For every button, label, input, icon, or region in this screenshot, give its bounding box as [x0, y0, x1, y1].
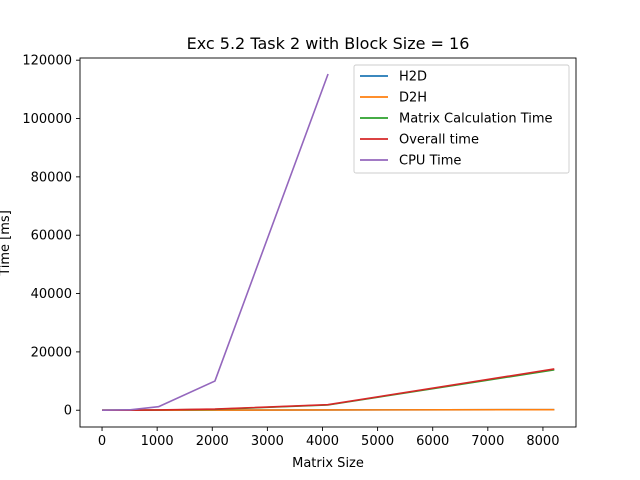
y-tick-label-0: 0 — [64, 404, 72, 419]
series-line-4 — [102, 73, 329, 412]
axes-frame — [79, 57, 577, 428]
y-tick-label-1: 20000 — [31, 345, 72, 360]
legend-label-4: CPU Time — [399, 154, 461, 169]
legend-label-3: Overall time — [399, 133, 479, 148]
y-axis-label: Time [ms] — [0, 210, 13, 277]
x-axis-label: Matrix Size — [292, 456, 364, 471]
legend: H2D D2H Matrix Calculation Time Overall tim… — [353, 64, 570, 174]
legend-label-1: D2H — [399, 91, 427, 106]
chart-title: Exc 5.2 Task 2 with Block Size = 16 — [187, 34, 470, 53]
plot-area: 0 1000 2000 3000 4000 5000 6000 7000 80000200004… — [22, 54, 577, 449]
y-tick-label-2: 40000 — [31, 287, 72, 302]
x-tick-label-5: 5000 — [361, 434, 394, 449]
legend-label-2: Matrix Calculation Time — [399, 112, 553, 127]
legend-label-0: H2D — [399, 70, 427, 85]
y-tick-label-4: 80000 — [31, 170, 72, 185]
x-tick-label-1: 1000 — [141, 434, 174, 449]
y-tick-label-3: 60000 — [31, 229, 72, 244]
legend-box — [353, 64, 570, 174]
x-tick-label-4: 4000 — [306, 434, 339, 449]
x-tick-label-0: 0 — [98, 434, 106, 449]
x-tick-label-8: 8000 — [526, 434, 559, 449]
y-tick-label-6: 120000 — [22, 54, 72, 69]
x-tick-label-3: 3000 — [251, 434, 284, 449]
y-tick-label-5: 100000 — [22, 112, 72, 127]
x-tick-label-6: 6000 — [416, 434, 449, 449]
x-tick-label-7: 7000 — [471, 434, 504, 449]
x-tick-label-2: 2000 — [196, 434, 229, 449]
series-line-3 — [102, 368, 555, 412]
